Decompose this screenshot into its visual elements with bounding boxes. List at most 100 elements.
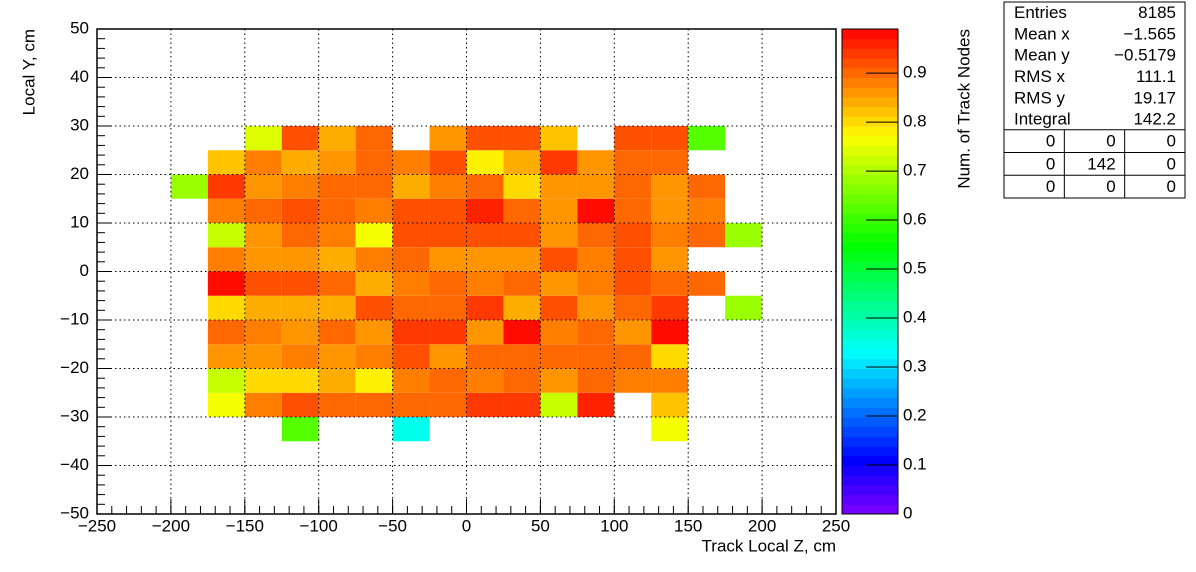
heatmap-cell xyxy=(355,392,393,417)
stats-cell: 0 xyxy=(1046,132,1055,151)
heatmap-cell xyxy=(651,392,689,417)
heatmap-cell xyxy=(466,271,504,296)
heatmap-cell xyxy=(651,271,689,296)
heatmap-cell xyxy=(466,126,504,151)
heatmap-cell xyxy=(207,150,245,175)
y-tick-label: −20 xyxy=(60,358,89,377)
heatmap-cell xyxy=(429,126,467,151)
heatmap-cell xyxy=(207,174,245,199)
heatmap-cell xyxy=(540,295,578,320)
heatmap-cell xyxy=(392,392,430,417)
colorbar-step xyxy=(842,38,898,49)
colorbar-step xyxy=(842,494,898,505)
x-tick-label: 150 xyxy=(674,516,702,535)
heatmap-cell xyxy=(540,150,578,175)
z-tick-label: 0.9 xyxy=(903,63,927,82)
heatmap-cell xyxy=(725,295,763,320)
heatmap-cell xyxy=(614,174,652,199)
heatmap-cell xyxy=(318,247,356,272)
colorbar-step xyxy=(842,281,898,292)
colorbar-step xyxy=(842,484,898,496)
heatmap-cell xyxy=(503,247,541,272)
heatmap-cell xyxy=(281,295,319,320)
heatmap-cell xyxy=(281,247,319,272)
z-tick-label: 0.8 xyxy=(903,112,927,131)
colorbar-step xyxy=(842,436,898,447)
heatmap-cell xyxy=(466,392,504,417)
heatmap-cell xyxy=(392,368,430,393)
stats-cell: 0 xyxy=(1046,154,1055,173)
x-axis-title: Track Local Z, cm xyxy=(702,536,836,555)
stats-label: RMS x xyxy=(1014,67,1066,86)
heatmap-cell xyxy=(207,271,245,296)
colorbar-step xyxy=(842,164,898,175)
heatmap-cell xyxy=(540,174,578,199)
heatmap-cell xyxy=(577,271,615,296)
heatmap-cell xyxy=(503,320,541,345)
z-tick-label: 0.4 xyxy=(903,308,927,327)
z-tick-label: 0.6 xyxy=(903,210,927,229)
heatmap-cell xyxy=(614,223,652,248)
heatmap-cell xyxy=(244,344,282,369)
heatmap-cell xyxy=(392,417,430,442)
heatmap-cell xyxy=(429,392,467,417)
heatmap-cell xyxy=(244,198,282,223)
heatmap-cell xyxy=(318,223,356,248)
heatmap-cell xyxy=(355,247,393,272)
heatmap-cell xyxy=(318,150,356,175)
heatmap-cell xyxy=(577,320,615,345)
heatmap-cell xyxy=(688,198,726,223)
heatmap-cell xyxy=(355,368,393,393)
z-tick-label: 0.1 xyxy=(903,454,927,473)
colorbar-step xyxy=(842,261,898,272)
heatmap-cell xyxy=(466,320,504,345)
y-tick-label: 10 xyxy=(70,212,89,231)
heatmap-cell xyxy=(540,344,578,369)
heatmap-cell xyxy=(503,174,541,199)
heatmap-cell xyxy=(244,174,282,199)
heatmap-cell xyxy=(651,320,689,345)
x-tick-label: 100 xyxy=(600,516,628,535)
heatmap-cell xyxy=(244,126,282,151)
heatmap-cell xyxy=(614,368,652,393)
heatmap-cell xyxy=(318,392,356,417)
z-tick-label: 0.7 xyxy=(903,161,927,180)
heatmap-cell xyxy=(577,223,615,248)
heatmap-cell xyxy=(651,198,689,223)
x-tick-label: −100 xyxy=(300,516,338,535)
colorbar-step xyxy=(842,417,898,428)
colorbar-step xyxy=(842,203,898,214)
heatmap-cell xyxy=(466,295,504,320)
heatmap-cell xyxy=(355,150,393,175)
heatmap-cell xyxy=(207,295,245,320)
heatmap-cell xyxy=(281,368,319,393)
heatmap-cell xyxy=(429,174,467,199)
heatmap-cell xyxy=(207,223,245,248)
heatmap-cell xyxy=(244,247,282,272)
heatmap-cell xyxy=(651,295,689,320)
heatmap-cell xyxy=(281,126,319,151)
colorbar-step xyxy=(842,320,898,331)
stats-value: 142.2 xyxy=(1133,110,1176,129)
heatmap-cell xyxy=(355,344,393,369)
heatmap-cell xyxy=(688,126,726,151)
colorbar-step xyxy=(842,223,898,234)
colorbar-step xyxy=(842,271,898,282)
stats-label: RMS y xyxy=(1014,88,1066,107)
colorbar-step xyxy=(842,184,898,195)
heatmap-cell xyxy=(540,198,578,223)
stats-label: Entries xyxy=(1014,3,1067,22)
heatmap-cell xyxy=(503,126,541,151)
colorbar-step xyxy=(842,358,898,369)
stats-value: −1.565 xyxy=(1124,24,1176,43)
heatmap-cell xyxy=(614,295,652,320)
heatmap-cell xyxy=(614,320,652,345)
colorbar-step xyxy=(842,397,898,408)
colorbar-step xyxy=(842,475,898,486)
x-tick-label: −250 xyxy=(78,516,116,535)
heatmap-cell xyxy=(429,368,467,393)
stats-label: Integral xyxy=(1014,110,1071,129)
heatmap-cell xyxy=(503,392,541,417)
heatmap-cell xyxy=(688,223,726,248)
y-tick-label: 20 xyxy=(70,164,89,183)
